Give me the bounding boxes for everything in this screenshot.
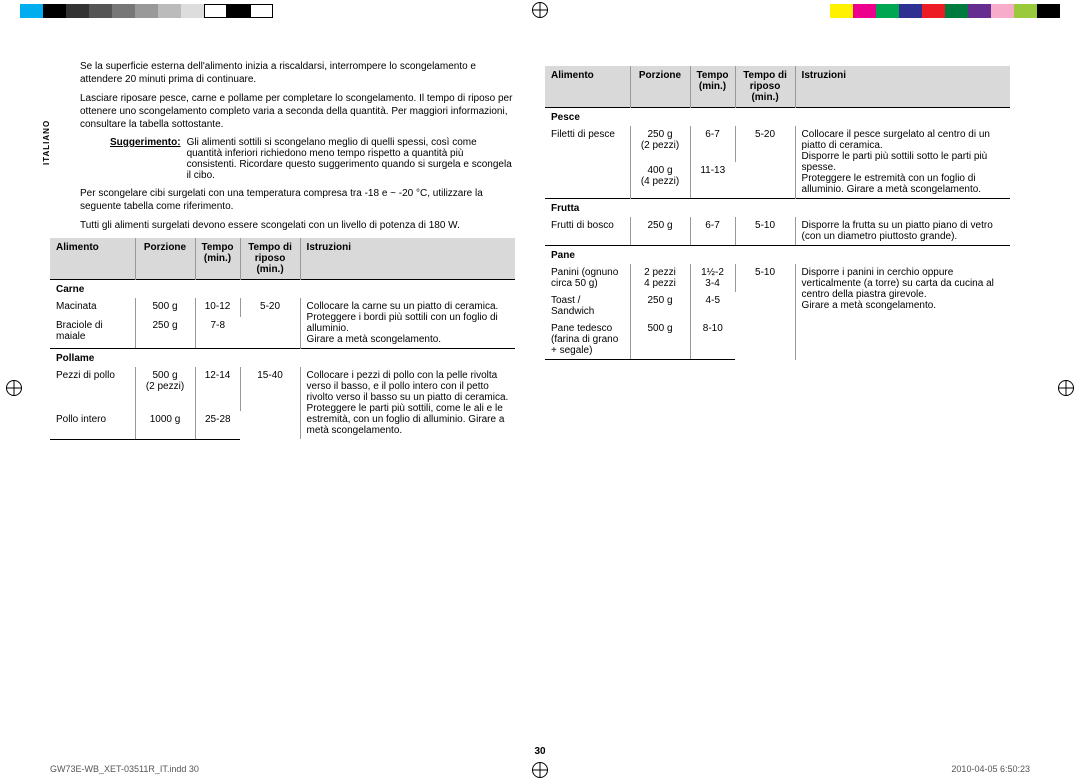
category-row: Pane — [545, 246, 1010, 265]
food-cell: Macinata — [50, 298, 135, 317]
portion-cell: 250 g — [630, 292, 690, 320]
time-cell: 11-13 — [690, 162, 735, 199]
defrost-table-right: AlimentoPorzioneTempo (min.)Tempo di rip… — [545, 66, 1010, 360]
food-cell: Frutti di bosco — [545, 217, 630, 246]
rest-cell: 5-20 — [240, 298, 300, 349]
food-cell: Pezzi di pollo — [50, 367, 135, 411]
instruction-cell: Collocare la carne su un piatto di ceram… — [300, 298, 515, 349]
col-header: Tempo (min.) — [690, 66, 735, 108]
food-cell: Filetti di pesce — [545, 126, 630, 199]
intro-p3: Per scongelare cibi surgelati con una te… — [80, 187, 515, 213]
portion-cell: 500 g (2 pezzi) — [135, 367, 195, 411]
col-header: Tempo (min.) — [195, 238, 240, 280]
portion-cell: 2 pezzi4 pezzi — [630, 264, 690, 292]
print-color-bar-left — [20, 4, 273, 18]
left-column: Se la superficie esterna dell'alimento i… — [50, 60, 515, 440]
time-cell: 6-7 — [690, 126, 735, 162]
food-cell: Panini (ognuno circa 50 g) — [545, 264, 630, 292]
col-header: Alimento — [545, 66, 630, 108]
category-row: Pesce — [545, 108, 1010, 127]
page-number: 30 — [0, 746, 1080, 757]
col-header: Porzione — [630, 66, 690, 108]
col-header: Porzione — [135, 238, 195, 280]
col-header: Istruzioni — [300, 238, 515, 280]
portion-cell: 250 g — [135, 317, 195, 349]
registration-mark — [532, 762, 548, 778]
instruction-cell: Disporre i panini in cerchio oppure vert… — [795, 264, 1010, 360]
portion-cell: 1000 g — [135, 411, 195, 439]
intro-p2: Lasciare riposare pesce, carne e pollame… — [80, 92, 515, 131]
registration-mark — [1058, 380, 1074, 396]
intro-p4: Tutti gli alimenti surgelati devono esse… — [80, 219, 515, 232]
portion-cell: 250 g (2 pezzi) — [630, 126, 690, 162]
time-cell: 4-5 — [690, 292, 735, 320]
tip-row: Suggerimento: Gli alimenti sottili si sc… — [110, 137, 515, 181]
footer-filename: GW73E-WB_XET-03511R_IT.indd 30 — [50, 764, 199, 774]
print-color-bar-right — [830, 4, 1060, 18]
portion-cell: 500 g — [135, 298, 195, 317]
category-row: Carne — [50, 280, 515, 299]
col-header: Istruzioni — [795, 66, 1010, 108]
time-cell: 6-7 — [690, 217, 735, 246]
food-cell: Pane tedesco (farina di grano + segale) — [545, 320, 630, 360]
portion-cell: 400 g (4 pezzi) — [630, 162, 690, 199]
registration-mark — [6, 380, 22, 396]
category-row: Pollame — [50, 349, 515, 368]
portion-cell: 500 g — [630, 320, 690, 360]
instruction-cell: Disporre la frutta su un piatto piano di… — [795, 217, 1010, 246]
tip-label: Suggerimento: — [110, 137, 181, 181]
col-header: Tempo di riposo (min.) — [735, 66, 795, 108]
food-cell: Braciole di maiale — [50, 317, 135, 349]
intro-p1: Se la superficie esterna dell'alimento i… — [80, 60, 515, 86]
portion-cell: 250 g — [630, 217, 690, 246]
rest-cell: 5-20 — [735, 126, 795, 199]
time-cell: 8-10 — [690, 320, 735, 360]
time-cell: 12-14 — [195, 367, 240, 411]
time-cell: 25-28 — [195, 411, 240, 439]
rest-cell: 5-10 — [735, 264, 795, 360]
right-column: AlimentoPorzioneTempo (min.)Tempo di rip… — [545, 60, 1010, 440]
col-header: Alimento — [50, 238, 135, 280]
category-row: Frutta — [545, 199, 1010, 218]
registration-mark — [532, 2, 548, 18]
defrost-table-left: AlimentoPorzioneTempo (min.)Tempo di rip… — [50, 238, 515, 440]
footer-timestamp: 2010-04-05 6:50:23 — [951, 764, 1030, 774]
rest-cell: 15-40 — [240, 367, 300, 439]
time-cell: 7-8 — [195, 317, 240, 349]
tip-text: Gli alimenti sottili si scongelano megli… — [187, 137, 515, 181]
instruction-cell: Collocare il pesce surgelato al centro d… — [795, 126, 1010, 199]
time-cell: 1½-23-4 — [690, 264, 735, 292]
food-cell: Pollo intero — [50, 411, 135, 439]
instruction-cell: Collocare i pezzi di pollo con la pelle … — [300, 367, 515, 439]
time-cell: 10-12 — [195, 298, 240, 317]
food-cell: Toast / Sandwich — [545, 292, 630, 320]
col-header: Tempo di riposo (min.) — [240, 238, 300, 280]
rest-cell: 5-10 — [735, 217, 795, 246]
